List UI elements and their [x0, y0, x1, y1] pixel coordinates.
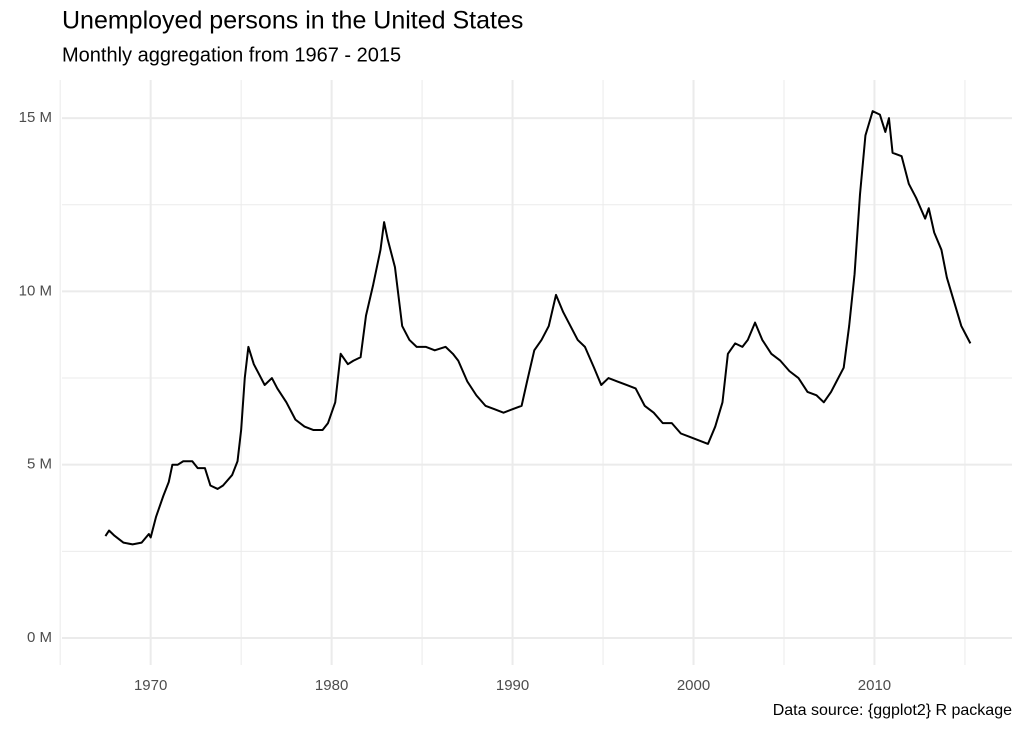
x-tick-label: 1980 [315, 677, 348, 694]
y-tick-label: 0 M [27, 629, 52, 646]
data-line [104, 110, 972, 546]
x-tick-label: 2000 [677, 677, 710, 694]
y-tick-label: 15 M [19, 109, 52, 126]
y-tick-label: 5 M [27, 456, 52, 473]
caption: Data source: {ggplot2} R package [773, 702, 1012, 719]
x-tick-label: 1970 [134, 677, 167, 694]
x-tick-label: 2010 [858, 677, 891, 694]
y-tick-label: 10 M [19, 282, 52, 299]
chart-title: Unemployed persons in the United States [62, 7, 523, 35]
chart-subtitle: Monthly aggregation from 1967 - 2015 [62, 44, 401, 66]
x-tick-label: 1990 [496, 677, 529, 694]
